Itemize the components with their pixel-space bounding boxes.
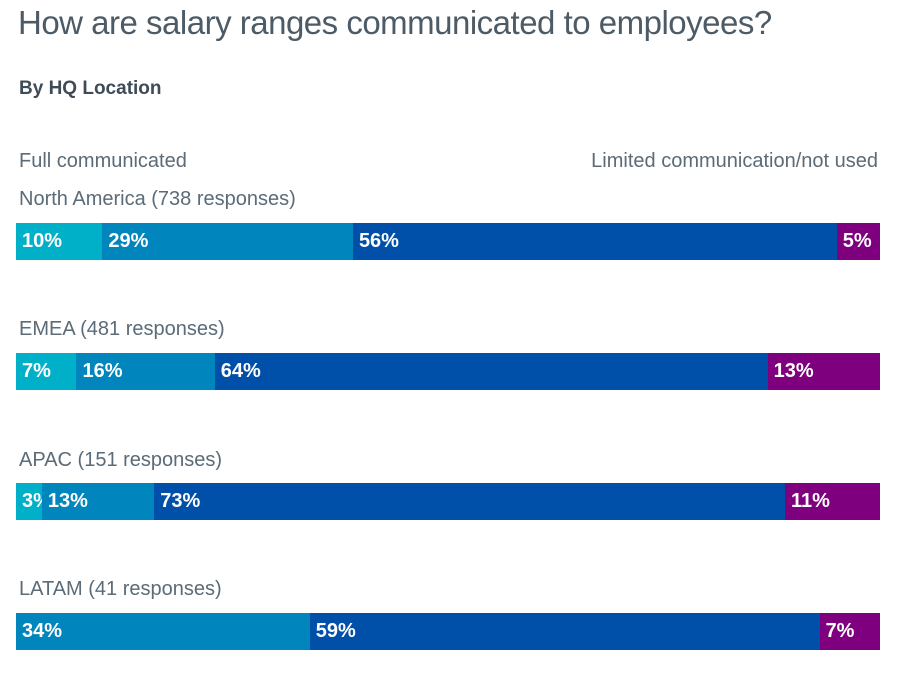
bar-segment: 73% [154, 483, 785, 520]
row-label-apac: APAC (151 responses) [19, 449, 223, 471]
bar-segment: 5% [836, 223, 880, 260]
bar-segment: 34% [16, 613, 310, 650]
chart-title: How are salary ranges communicated to em… [18, 4, 772, 41]
bar-segment: 56% [352, 223, 837, 260]
bar-latam: 34% 59% 7% [16, 613, 880, 650]
row-label-north-america: North America (738 responses) [19, 188, 296, 210]
row-label-emea: EMEA (481 responses) [19, 318, 225, 340]
bar-segment: 16% [76, 353, 215, 390]
bar-north-america: 10% 29% 56% 5% [16, 223, 880, 260]
bar-segment: 13% [41, 483, 155, 520]
bar-segment: 64% [214, 353, 768, 390]
bar-segment: 7% [819, 613, 880, 650]
bar-segment: 59% [309, 613, 820, 650]
scale-label-left: Full communicated [19, 150, 187, 172]
chart-subtitle: By HQ Location [19, 78, 162, 99]
bar-segment: 3% [16, 483, 42, 520]
bar-segment: 7% [16, 353, 77, 390]
bar-emea: 7% 16% 64% 13% [16, 353, 880, 390]
bar-segment: 11% [784, 483, 880, 520]
scale-label-right: Limited communication/not used [591, 150, 878, 172]
bar-segment: 10% [16, 223, 103, 260]
bar-segment: 29% [102, 223, 353, 260]
bar-segment: 13% [767, 353, 880, 390]
row-label-latam: LATAM (41 responses) [19, 578, 222, 600]
bar-apac: 3%13%73%11% [16, 483, 880, 520]
